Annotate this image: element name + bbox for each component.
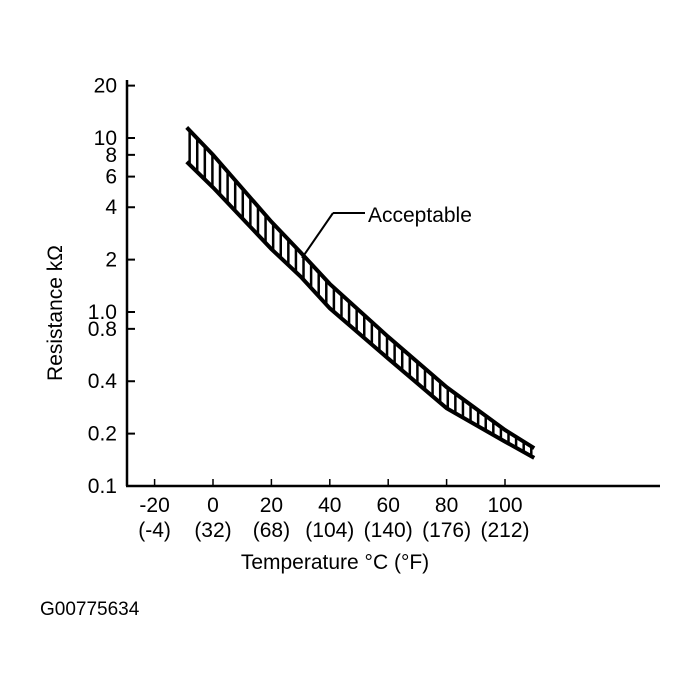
y-tick-label: 8 — [105, 144, 117, 167]
x-tick-label: 20 — [260, 494, 283, 517]
figure-code: G00775634 — [40, 599, 140, 620]
y-tick-label: 0.8 — [88, 318, 117, 341]
x-tick-label: 80 — [435, 494, 458, 517]
y-tick-label: 4 — [105, 196, 117, 219]
x-tick-label: 0 — [207, 494, 219, 517]
x-tick-label-fahrenheit: (104) — [305, 519, 354, 542]
x-tick-label: -20 — [139, 494, 169, 517]
y-tick-label: 0.2 — [88, 423, 117, 446]
x-tick-label-fahrenheit: (212) — [480, 519, 529, 542]
x-tick-label: 40 — [318, 494, 341, 517]
y-tick-label: 20 — [94, 75, 117, 98]
acceptable-band — [185, 126, 536, 460]
x-tick-label-fahrenheit: (176) — [422, 519, 471, 542]
annotation-leader — [301, 212, 334, 259]
band-upper-line — [185, 126, 536, 450]
y-tick-label: 2 — [105, 249, 117, 272]
x-tick-label-fahrenheit: (140) — [364, 519, 413, 542]
x-tick-label: 60 — [377, 494, 400, 517]
x-tick-label-fahrenheit: (-4) — [138, 519, 171, 542]
y-tick-label: 10 — [94, 127, 117, 150]
x-axis-title: Temperature °C (°F) — [241, 551, 429, 574]
x-tick-label-fahrenheit: (32) — [194, 519, 231, 542]
y-tick-label: 0.1 — [88, 475, 117, 498]
x-tick-label: 100 — [487, 494, 522, 517]
y-axis-title: Resistance kΩ — [44, 245, 67, 381]
band-label: Acceptable — [368, 204, 472, 227]
axes — [125, 80, 660, 488]
x-tick-label-fahrenheit: (68) — [253, 519, 290, 542]
y-tick-label: 1.0 — [88, 301, 117, 324]
y-tick-label: 0.4 — [88, 370, 118, 393]
tick-labels: 201086421.00.80.40.20.1-20(-4)0(32)20(68… — [88, 75, 530, 542]
band-lower-line — [185, 160, 536, 460]
y-tick-label: 6 — [105, 166, 117, 189]
